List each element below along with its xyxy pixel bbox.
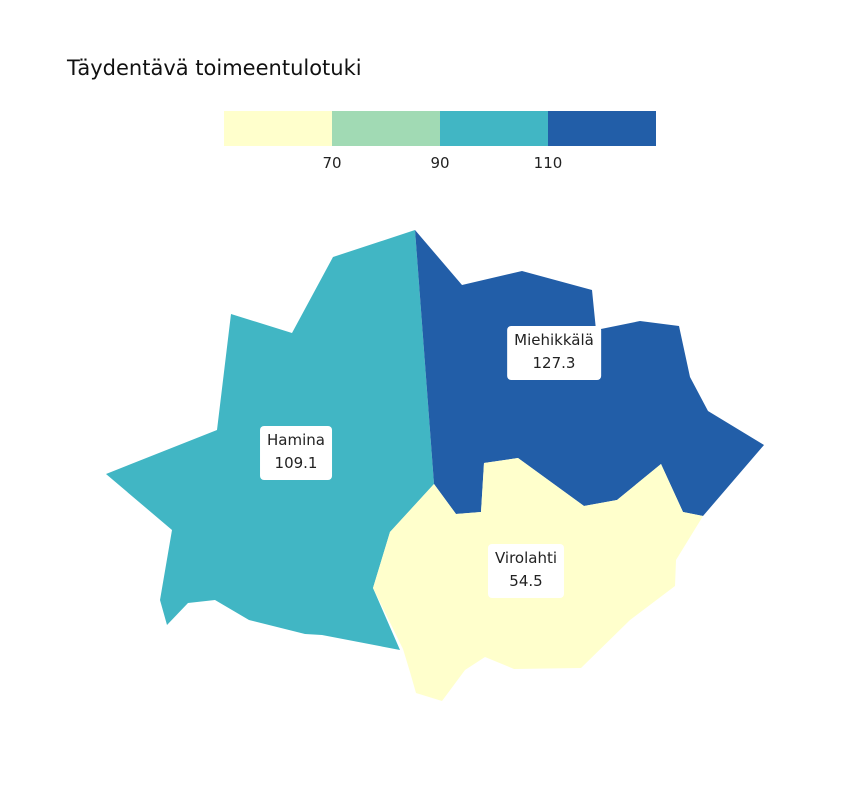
region-name: Virolahti [494,549,558,567]
region-label-virolahti: Virolahti 54.5 [487,544,565,598]
legend-swatch [224,111,332,146]
legend-tick-label: 70 [322,154,342,172]
region-name: Miehikkälä [514,331,594,349]
map-title: Täydentävä toimeentulotuki [67,56,362,80]
legend-swatch [332,111,440,146]
color-legend [224,111,656,146]
region-value: 109.1 [274,454,318,472]
region-value: 127.3 [532,354,576,372]
region-label-hamina: Hamina 109.1 [260,426,332,480]
region-value: 54.5 [509,572,543,590]
legend-swatch [440,111,548,146]
legend-swatch [548,111,656,146]
legend-tick-label: 90 [430,154,450,172]
region-name: Hamina [267,431,325,449]
region-label-miehikkala: Miehikkälä 127.3 [507,326,601,380]
legend-tick-label: 110 [533,154,563,172]
